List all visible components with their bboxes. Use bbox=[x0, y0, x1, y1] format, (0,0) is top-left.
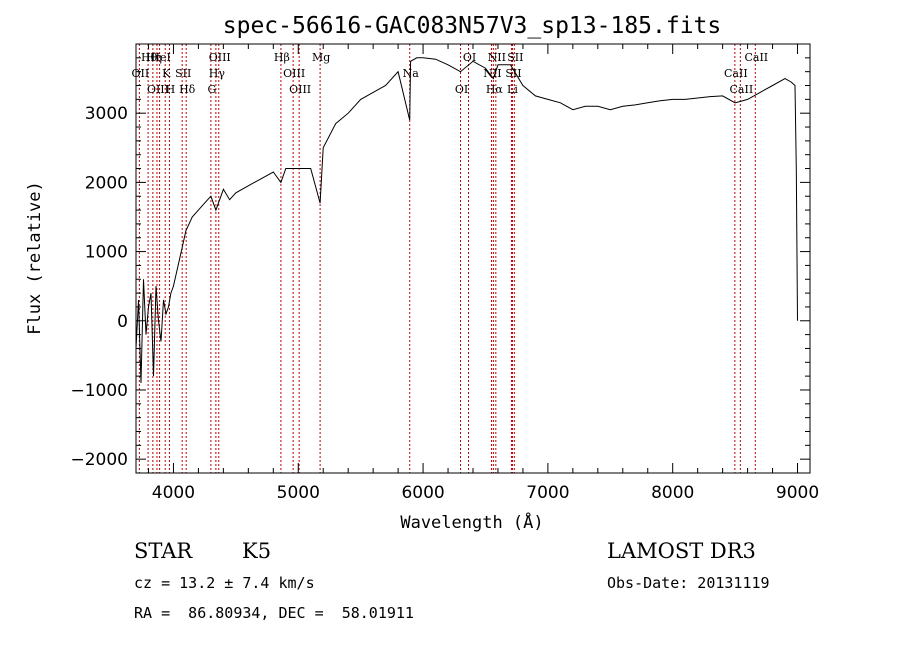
y-tick-label: −1000 bbox=[70, 381, 128, 401]
y-axis-ticks: −2000 −1000 0 1000 2000 3000 bbox=[70, 43, 810, 474]
x-axis-ticks: 4000 5000 6000 7000 8000 9000 bbox=[147, 44, 819, 503]
y-tick-label: −2000 bbox=[70, 450, 128, 470]
observation-date: Obs-Date: 20131119 bbox=[607, 574, 770, 592]
emission-line-markers bbox=[138, 44, 756, 473]
x-axis-label: Wavelength (Å) bbox=[400, 511, 543, 533]
line-label-25: CaII bbox=[724, 67, 748, 80]
x-tick-label: 9000 bbox=[776, 483, 819, 503]
line-label-14: OIII bbox=[289, 83, 311, 96]
line-label-11: G bbox=[207, 83, 216, 96]
spectral-subclass: K5 bbox=[242, 539, 272, 563]
x-tick-label: 6000 bbox=[401, 483, 444, 503]
line-label-18: OI bbox=[463, 51, 476, 64]
x-tick-label: 8000 bbox=[651, 483, 694, 503]
y-tick-label: 1000 bbox=[85, 243, 128, 263]
y-tick-label: 2000 bbox=[85, 173, 128, 193]
line-label-2: OIII bbox=[147, 83, 169, 96]
line-label-15: Mg bbox=[312, 51, 330, 64]
line-label-9: OIII bbox=[209, 51, 231, 64]
line-label-13: OIII bbox=[283, 67, 305, 80]
emission-line-labels: Hθ OII OIII HeI KH Hη SII Hδ OIII Hγ G Hβ OIII OIII Mg… bbox=[132, 51, 769, 96]
line-label-7: SII bbox=[175, 67, 191, 80]
line-label-16: Na bbox=[403, 67, 420, 80]
line-label-6: Hη bbox=[146, 51, 162, 64]
line-label-12: Hβ bbox=[274, 51, 290, 64]
line-label-1: OII bbox=[132, 67, 150, 80]
line-label-4: K bbox=[162, 67, 171, 80]
y-axis-label: Flux (relative) bbox=[25, 181, 45, 335]
spectrum-series-line bbox=[135, 57, 798, 384]
object-class: STAR bbox=[134, 539, 193, 563]
line-label-3: HeI bbox=[150, 51, 170, 64]
line-label-8: Hδ bbox=[179, 83, 196, 96]
line-label-0: Hθ bbox=[141, 51, 158, 64]
line-label-27: CaII bbox=[744, 51, 768, 64]
y-tick-label: 0 bbox=[117, 312, 128, 332]
line-label-20: Hα bbox=[486, 83, 504, 96]
line-label-21: NII bbox=[488, 51, 506, 64]
line-label-19: NII bbox=[483, 67, 501, 80]
y-tick-label: 3000 bbox=[85, 104, 128, 124]
x-tick-label: 7000 bbox=[526, 483, 569, 503]
radial-velocity: cz = 13.2 ± 7.4 km/s bbox=[134, 574, 315, 592]
line-label-23: Li bbox=[507, 83, 518, 96]
chart-title: spec-56616-GAC083N57V3_sp13-185.fits bbox=[223, 13, 722, 39]
line-label-17: OI bbox=[455, 83, 468, 96]
x-tick-label: 4000 bbox=[152, 483, 195, 503]
line-label-22: SII bbox=[505, 67, 521, 80]
line-label-24: SII bbox=[507, 51, 523, 64]
plot-frame bbox=[135, 43, 811, 474]
line-label-10: Hγ bbox=[209, 67, 226, 80]
line-label-26: CaII bbox=[730, 83, 754, 96]
survey-name: LAMOST DR3 bbox=[607, 539, 756, 563]
line-label-5: H bbox=[166, 83, 176, 96]
x-tick-label: 5000 bbox=[277, 483, 320, 503]
coordinates: RA = 86.80934, DEC = 58.01911 bbox=[134, 604, 414, 622]
